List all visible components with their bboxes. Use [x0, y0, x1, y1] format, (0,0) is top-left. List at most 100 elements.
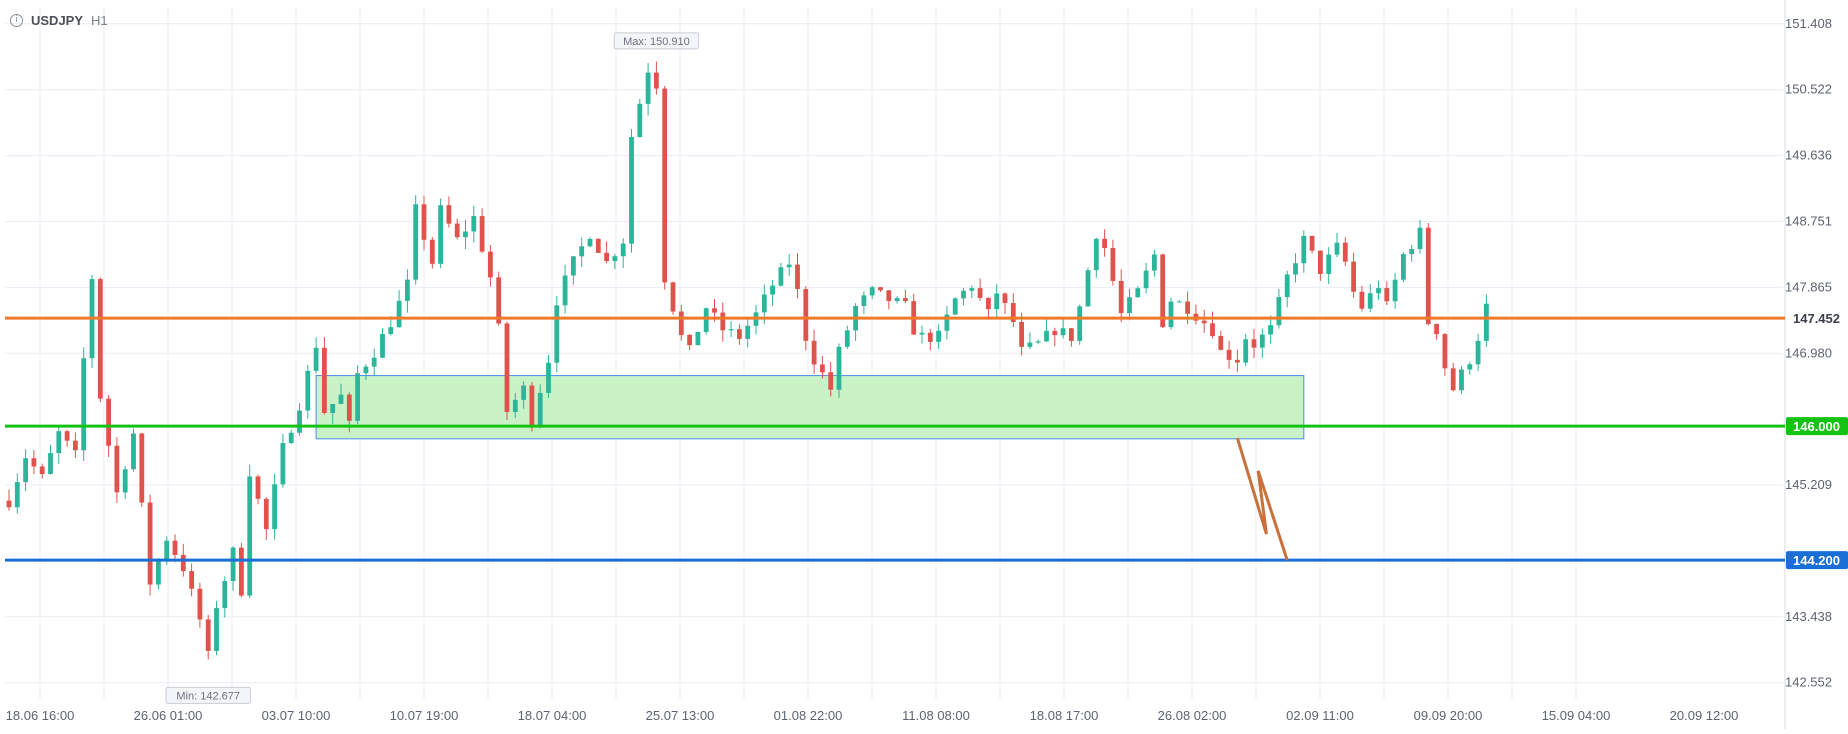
candle: [56, 425, 62, 465]
candle: [1301, 230, 1307, 273]
candle: [463, 219, 468, 249]
x-tick-label: 15.09 04:00: [1542, 708, 1611, 723]
candle-body: [363, 366, 369, 374]
candle-body: [1152, 254, 1157, 271]
candle: [239, 542, 244, 598]
candle-body: [463, 231, 468, 238]
candle-body: [396, 300, 402, 328]
candle: [1293, 253, 1298, 283]
candle: [247, 464, 253, 599]
candle-body: [322, 347, 327, 413]
candle-body: [106, 398, 111, 446]
x-tick-label: 18.06 16:00: [6, 708, 75, 723]
candle: [31, 450, 37, 475]
candle-body: [230, 547, 236, 581]
candle: [1409, 245, 1415, 262]
candle: [1110, 239, 1116, 286]
candle-body: [803, 289, 809, 341]
candle: [396, 290, 402, 328]
candle: [662, 86, 668, 290]
y-tick-label: 146.980: [1785, 345, 1832, 360]
candle: [571, 256, 576, 285]
candle: [678, 304, 684, 341]
candle-body: [147, 502, 153, 585]
candle-body: [438, 205, 443, 264]
candle-body: [305, 370, 311, 411]
candle: [1475, 333, 1481, 372]
candle: [911, 293, 917, 335]
candle-body: [1442, 334, 1448, 369]
candle-body: [446, 205, 452, 224]
candle-body: [737, 329, 742, 339]
candle: [147, 494, 153, 596]
candle-body: [1044, 330, 1049, 342]
candle: [1052, 327, 1058, 347]
candle-body: [894, 298, 900, 302]
info-icon[interactable]: i: [10, 14, 23, 27]
candle: [687, 334, 692, 351]
candle: [1069, 327, 1074, 347]
candle: [97, 277, 103, 403]
candle-body: [695, 331, 701, 346]
candle: [828, 361, 834, 397]
candle: [1118, 269, 1124, 323]
candle: [1425, 222, 1431, 326]
candle: [1160, 253, 1166, 329]
candle: [1152, 249, 1157, 277]
candle: [230, 546, 236, 591]
candle: [1027, 332, 1033, 350]
candle: [595, 237, 601, 253]
candle: [1019, 312, 1024, 356]
candle-body: [1342, 242, 1348, 262]
candle: [64, 429, 70, 447]
candle: [637, 98, 643, 138]
y-tick-label: 151.408: [1785, 16, 1832, 31]
candle: [537, 384, 543, 429]
candle: [703, 307, 709, 335]
candle-body: [786, 264, 792, 268]
candle-body: [97, 279, 103, 399]
candle-body: [587, 238, 593, 247]
candle: [878, 287, 883, 292]
candle-body: [1143, 270, 1149, 289]
candle: [89, 275, 95, 369]
candle: [695, 331, 701, 346]
candle-body: [180, 554, 186, 572]
projection-arrow: [1235, 437, 1289, 561]
candle: [1351, 252, 1356, 298]
candle: [1035, 339, 1041, 345]
candle: [446, 196, 452, 228]
candle: [1326, 247, 1332, 285]
candle: [720, 302, 726, 342]
candle: [952, 297, 958, 316]
candle-body: [1351, 261, 1356, 292]
candle: [338, 383, 344, 405]
candle-body: [1210, 323, 1215, 336]
candle: [1044, 319, 1049, 343]
candle: [529, 381, 535, 432]
candle: [795, 253, 800, 299]
candle: [73, 432, 78, 458]
candle: [1010, 293, 1016, 328]
candle-body: [1235, 359, 1240, 363]
x-tick-label: 11.08 08:00: [902, 708, 970, 723]
candle: [189, 563, 194, 597]
timeframe-label[interactable]: H1: [91, 13, 108, 28]
candle-body: [421, 204, 427, 240]
candle-body: [1409, 248, 1415, 255]
candle: [1367, 284, 1373, 313]
candle-body: [1002, 293, 1008, 304]
candle: [172, 534, 178, 563]
candle: [479, 208, 485, 254]
candle: [504, 321, 510, 420]
candle: [811, 329, 817, 375]
candle: [894, 296, 900, 304]
candle: [263, 497, 269, 541]
candle-body: [720, 312, 726, 331]
candle-body: [496, 277, 502, 324]
level-badge: [1786, 551, 1848, 570]
candle-body: [1085, 270, 1091, 307]
candle: [1251, 328, 1257, 358]
